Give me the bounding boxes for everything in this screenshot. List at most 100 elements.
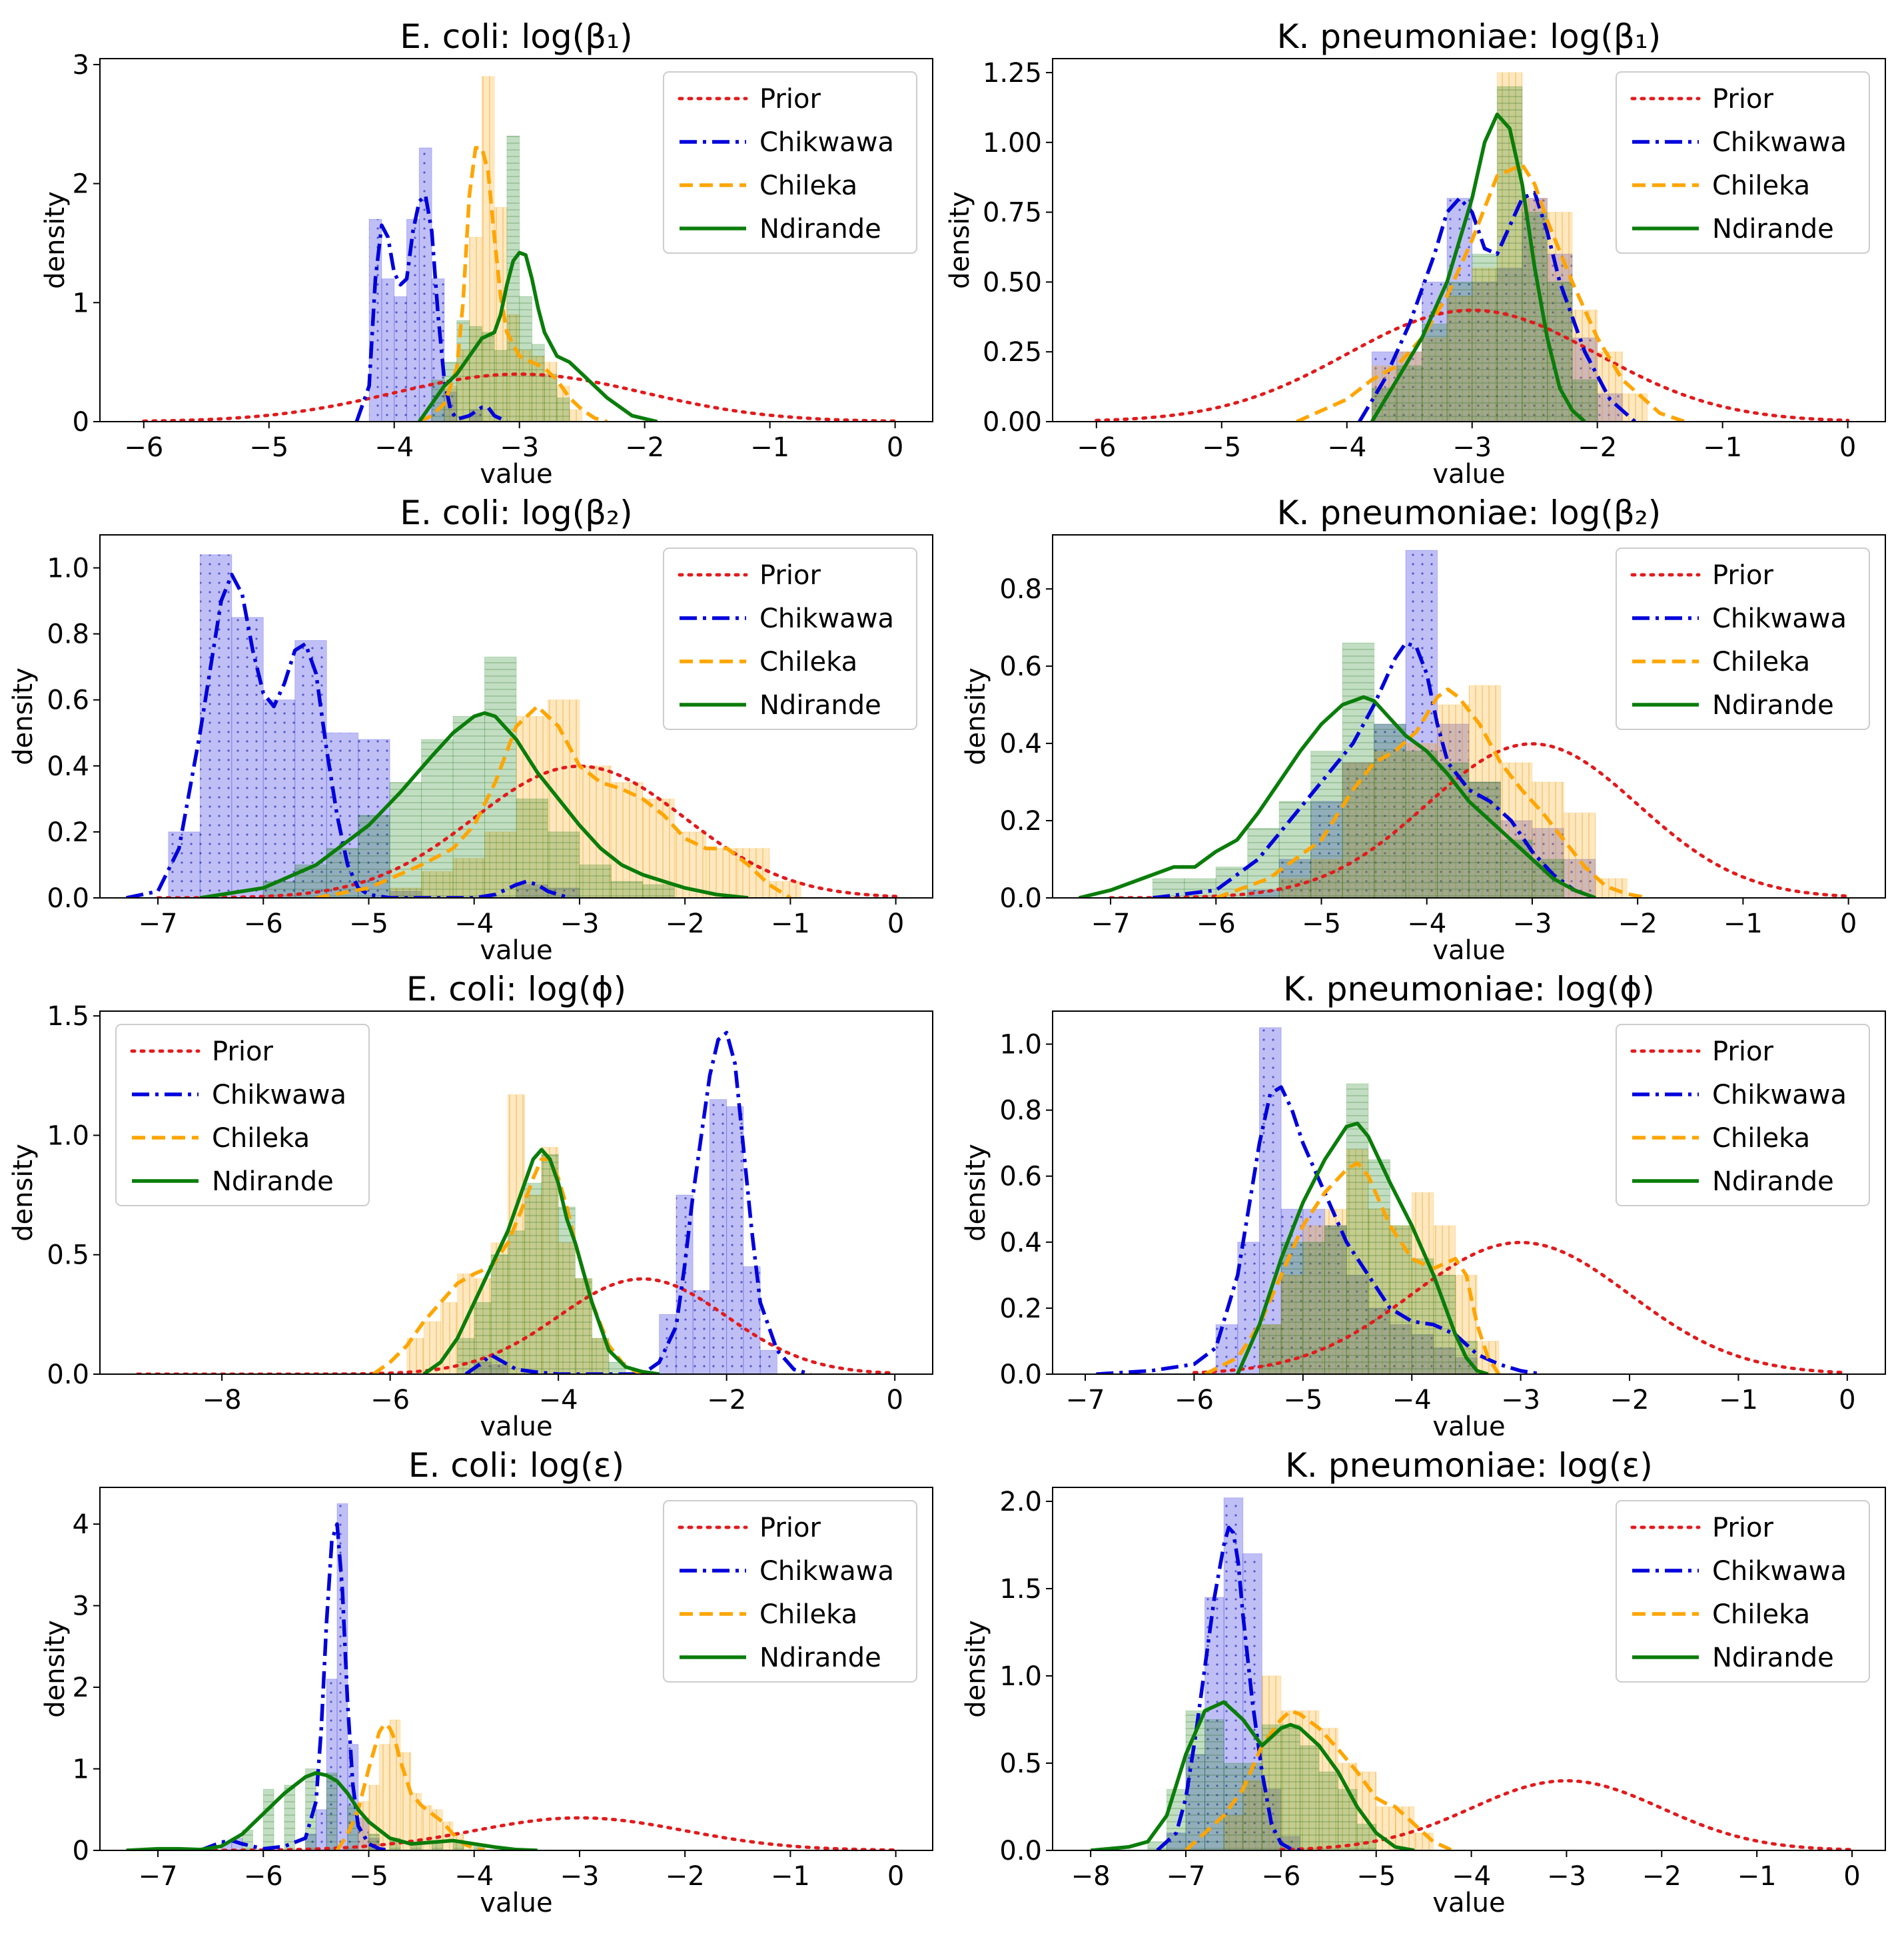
legend: Prior Chikwawa Chileka Ndirande [663, 548, 917, 730]
legend-label-ndirande: Ndirande [759, 214, 881, 244]
x-tick-label: −6 [370, 1385, 410, 1415]
hist-bar-pattern [326, 1772, 338, 1850]
hist-bar-pattern [1500, 840, 1532, 898]
x-tick-label: −2 [625, 432, 664, 463]
y-tick-label: 1.25 [983, 58, 1042, 89]
panel-ecoli-phi: −8 −6 −4 −2 0 0.0 0.5 1.0 1.5 E. coli: log(ϕ) valu… [8, 970, 933, 1442]
x-tick-label: −5 [1283, 1385, 1322, 1415]
series-line-chikwawa [1156, 1525, 1300, 1850]
hist-bar-pattern [541, 1154, 559, 1374]
hist-bar-pattern [381, 278, 394, 422]
x-tick-label: −5 [1202, 432, 1241, 463]
y-tick-label: 0 [73, 1836, 89, 1866]
legend-label-chikwawa: Chikwawa [1712, 1080, 1847, 1110]
x-tick-label: −4 [539, 1385, 578, 1415]
legend-label-chikwawa: Chikwawa [1712, 1556, 1847, 1587]
legend-label-prior: Prior [212, 1036, 273, 1067]
legend-label-chileka: Chileka [1712, 1123, 1810, 1154]
y-tick-label: 0.75 [983, 198, 1042, 228]
y-tick-label: 0.2 [999, 806, 1042, 837]
hist-bar-pattern [406, 219, 420, 422]
legend-label-chileka: Chileka [759, 1599, 857, 1630]
legend-box [663, 71, 917, 254]
y-tick-label: 1.5 [999, 1574, 1042, 1605]
legend-box [1616, 1500, 1870, 1683]
legend-label-chikwawa: Chikwawa [759, 127, 894, 158]
axes-frame [1052, 1487, 1886, 1851]
y-tick-label: 0.0 [999, 1836, 1042, 1866]
legend: Prior Chikwawa Chileka Ndirande [663, 1500, 917, 1683]
x-tick-label: 0 [887, 432, 903, 463]
hist-bar-pattern [557, 398, 570, 422]
y-tick-label: 3 [73, 1591, 89, 1622]
x-tick-label: 0 [886, 1385, 903, 1415]
y-tick-label: 0.5 [47, 1240, 89, 1271]
hist-bar-pattern [532, 344, 545, 422]
x-tick-label: −2 [666, 1861, 705, 1892]
hist-bar-pattern [1412, 1258, 1434, 1374]
legend-label-ndirande: Ndirande [1712, 1643, 1834, 1673]
x-axis-label: value [1432, 935, 1505, 966]
x-tick-label: −5 [349, 1861, 388, 1892]
series-line-ndirande [1236, 1121, 1489, 1374]
series-line-ndirande [1090, 1700, 1415, 1850]
hist-bar-pattern [316, 1809, 327, 1850]
hist-bar-pattern [611, 881, 643, 898]
y-tick-label: 0.6 [999, 651, 1042, 682]
y-tick-label: 0.0 [999, 883, 1042, 914]
plot-area [1078, 550, 1851, 898]
hist-bar-pattern [494, 350, 507, 422]
x-tick-label: −6 [124, 432, 163, 463]
hist-bar-pattern [1300, 1745, 1319, 1850]
hist-bar-pattern [390, 1720, 400, 1850]
hist-bar-pattern [1564, 813, 1596, 898]
hist-bar-pattern [1368, 1159, 1390, 1374]
x-tick-label: −6 [244, 1861, 283, 1892]
prior-curve [1192, 1240, 1849, 1374]
hist-bar-pattern [544, 374, 558, 422]
y-tick-label: 0.25 [983, 337, 1042, 368]
x-tick-label: −6 [1175, 1385, 1214, 1415]
legend-label-ndirande: Ndirande [1712, 690, 1834, 721]
hist-bar-pattern [579, 865, 612, 898]
hist-bar-pattern [1324, 1226, 1347, 1374]
hist-bar-pattern [410, 1793, 422, 1850]
x-axis-label: value [1432, 1411, 1505, 1442]
y-tick-label: 1 [73, 1754, 89, 1785]
x-tick-label: −2 [1610, 1385, 1650, 1415]
y-tick-label: 0.50 [983, 267, 1042, 298]
prior-curve [136, 1277, 897, 1374]
legend-label-chileka: Chileka [1712, 171, 1810, 201]
hist-bar-pattern [1414, 1832, 1434, 1850]
hist-bar-pattern [726, 1106, 743, 1374]
x-axis-label: value [1432, 1888, 1505, 1918]
x-tick-label: −6 [1196, 909, 1236, 939]
prior-curve [1109, 742, 1851, 898]
x-tick-label: −7 [1066, 1385, 1105, 1415]
hist-bar-pattern [1406, 751, 1438, 898]
hist-bar-pattern [231, 617, 264, 898]
legend-label-prior: Prior [759, 560, 821, 591]
hist-bar-pattern [379, 1744, 390, 1850]
y-axis-label: density [945, 191, 975, 289]
chart-title: E. coli: log(ε) [408, 1446, 624, 1485]
x-tick-label: −2 [1642, 1861, 1681, 1892]
series-line-ndirande [422, 1148, 660, 1374]
hist-bar-pattern [1242, 1762, 1262, 1850]
x-tick-label: 0 [887, 909, 904, 939]
hist-bar-pattern [263, 1789, 274, 1850]
y-tick-label: 3 [73, 50, 89, 81]
x-axis-label: value [480, 459, 552, 490]
prior-curve [156, 764, 898, 898]
series-line-chikwawa [1152, 641, 1596, 898]
series-line-ndirande [1078, 695, 1596, 898]
hist-bar-pattern [611, 782, 643, 898]
panel-kp-eps: −8 −7 −6 −5 −4 −3 −2 −1 0 0.0 0.5 1.0 1.5 2.0 K. pneum… [961, 1446, 1886, 1918]
chart-title: E. coli: log(ϕ) [406, 970, 626, 1008]
hist-bar-pattern [400, 1752, 411, 1850]
chart-title: K. pneumoniae: log(β₂) [1277, 494, 1662, 532]
x-tick-label: −1 [771, 1861, 810, 1892]
plot-area [1095, 72, 1850, 422]
hist-bar-pattern [737, 848, 769, 898]
x-tick-label: −6 [1261, 1861, 1300, 1892]
